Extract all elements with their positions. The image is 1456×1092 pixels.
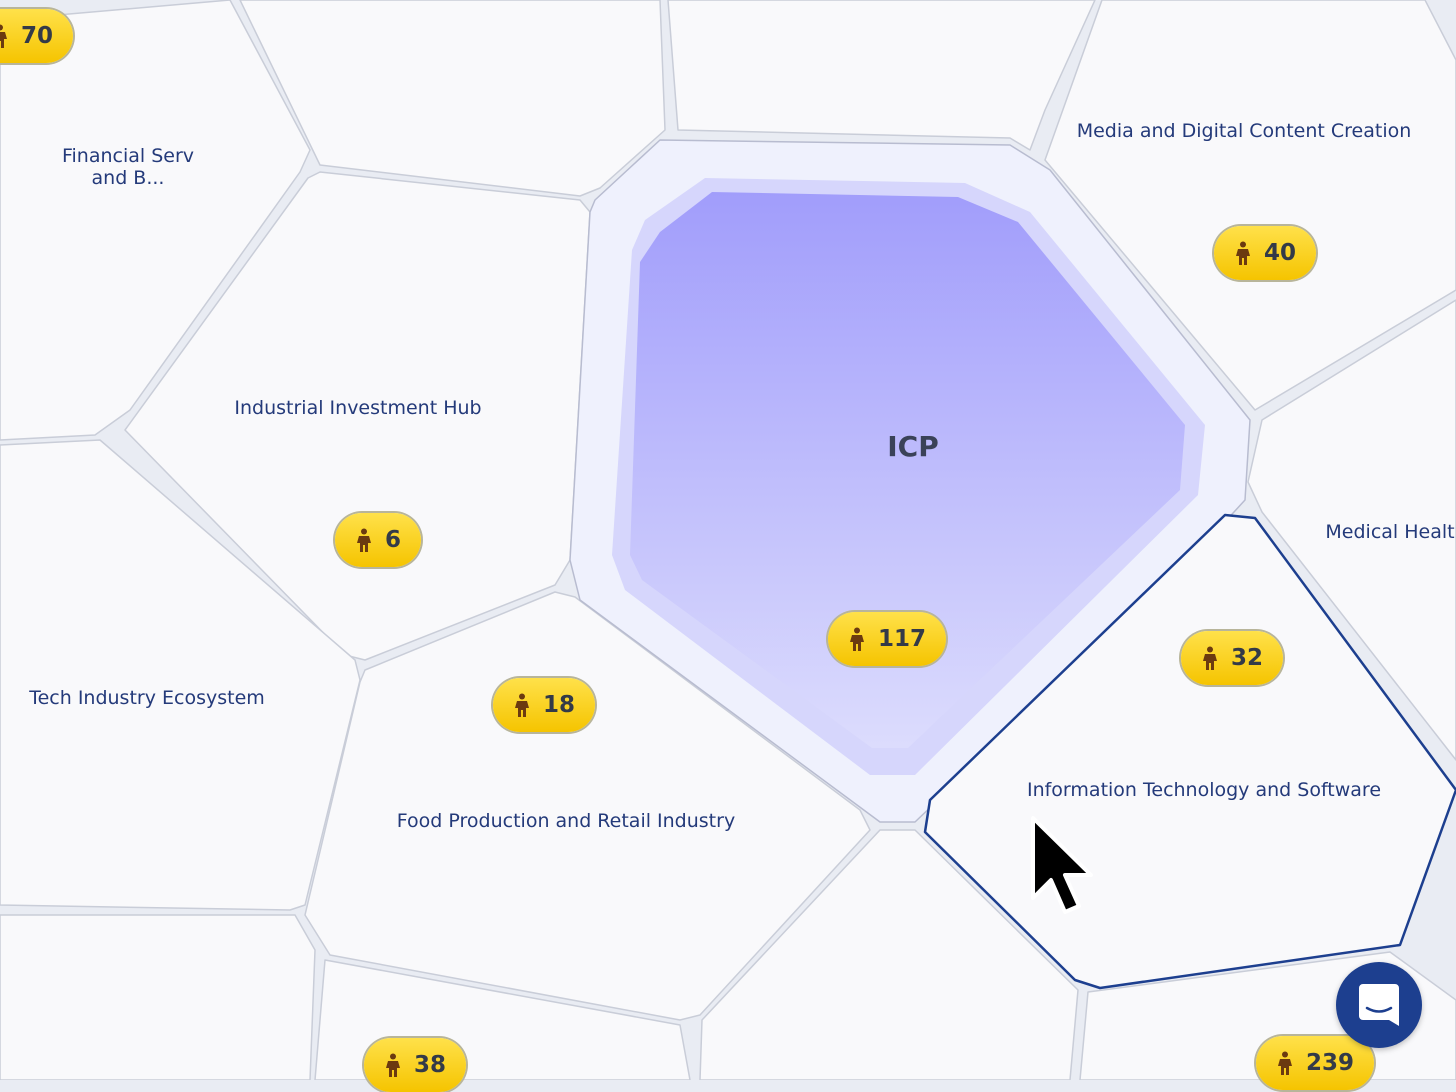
cell-icp-inner <box>630 192 1185 748</box>
segment-label: Industrial Investment Hub <box>234 397 482 419</box>
segment-label: Medical Healt <box>1325 521 1455 543</box>
segment-label: Information Technology and Software <box>1026 779 1382 801</box>
count-badge: 32 <box>1180 631 1284 685</box>
person-icon <box>385 1053 400 1077</box>
person-icon <box>1202 646 1217 670</box>
cell-top-middle[interactable] <box>239 0 666 197</box>
person-icon <box>849 627 864 651</box>
count-badge: 70 <box>0 9 74 63</box>
count-badge: 6 <box>334 513 422 567</box>
icp-title: ICP <box>887 430 939 463</box>
person-icon <box>0 24 7 48</box>
cell-bottom-center[interactable] <box>699 829 1079 1080</box>
cell-top-center[interactable] <box>667 0 1096 151</box>
chat-icon <box>1359 984 1399 1026</box>
segment-label: Food Production and Retail Industry <box>396 810 736 832</box>
segment-label: Tech Industry Ecosystem <box>29 687 265 709</box>
count-badge: 38 <box>363 1038 467 1092</box>
count-badge: 239 <box>1255 1036 1375 1090</box>
person-icon <box>1235 241 1250 265</box>
person-icon <box>356 528 371 552</box>
segment-label: Financial Serv and B... <box>61 145 195 189</box>
person-icon <box>1277 1051 1292 1075</box>
cell-medical[interactable] <box>1247 299 1456 761</box>
icp-count-badge: 117 <box>827 612 947 666</box>
chat-button[interactable] <box>1336 962 1422 1048</box>
cell-media[interactable] <box>1044 0 1456 411</box>
person-icon <box>514 693 529 717</box>
count-badge: 18 <box>492 678 596 732</box>
count-badge: 40 <box>1213 226 1317 280</box>
cell-bottom-left[interactable] <box>0 914 316 1080</box>
segment-label: Media and Digital Content Creation <box>1076 120 1412 142</box>
cursor-arrow-icon <box>1031 816 1093 914</box>
cell-industrial[interactable] <box>124 171 591 661</box>
cell-food[interactable] <box>304 591 871 1021</box>
cell-financial[interactable] <box>0 0 311 441</box>
cell-tech[interactable] <box>0 439 361 911</box>
